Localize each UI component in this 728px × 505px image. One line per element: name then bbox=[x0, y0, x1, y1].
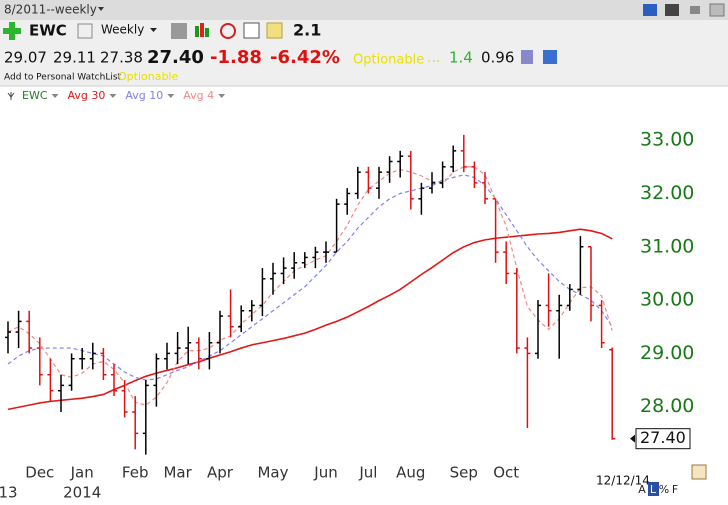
optionable: Optionable bbox=[353, 53, 424, 68]
header-panel bbox=[0, 20, 728, 86]
x-tick-label: Jun bbox=[313, 464, 337, 482]
list-icon[interactable] bbox=[77, 23, 93, 39]
legend-entry[interactable]: EWC bbox=[22, 89, 48, 102]
dropdown-arrow[interactable] bbox=[98, 7, 104, 11]
x-tick-label: Aug bbox=[396, 464, 425, 482]
x-tick-label: Jul bbox=[358, 464, 377, 482]
footer-button[interactable]: % bbox=[659, 483, 669, 496]
moving-average bbox=[7, 174, 613, 381]
quote-a: 1.4 bbox=[449, 49, 473, 67]
x-tick-label: Mar bbox=[163, 464, 192, 482]
draw-icon[interactable] bbox=[691, 464, 707, 480]
legend-arrow[interactable] bbox=[109, 94, 117, 98]
x-tick-label: May bbox=[257, 464, 288, 482]
watchlist-link[interactable]: Add to Personal WatchList bbox=[4, 73, 122, 83]
legend-arrow[interactable] bbox=[51, 94, 59, 98]
quote-low: 27.38 bbox=[100, 49, 143, 67]
y-tick-label: 29.00 bbox=[640, 342, 694, 364]
icon[interactable] bbox=[690, 6, 700, 14]
legend-arrow[interactable] bbox=[218, 94, 226, 98]
date-label: 12/12/14 bbox=[596, 474, 650, 488]
button-bg bbox=[648, 482, 659, 496]
last-price-box bbox=[635, 428, 691, 450]
window-title[interactable]: 8/2011--weekly bbox=[4, 3, 97, 17]
save-icon[interactable] bbox=[543, 50, 557, 64]
legend-icon bbox=[7, 92, 15, 100]
moving-average bbox=[7, 228, 613, 411]
symbol[interactable]: EWC bbox=[29, 22, 67, 40]
icon[interactable] bbox=[709, 3, 725, 17]
legend-entry[interactable]: Avg 10 bbox=[125, 89, 163, 102]
moving-average bbox=[7, 166, 613, 406]
quote-change: -1.88 bbox=[210, 47, 262, 68]
alarm-icon[interactable] bbox=[220, 23, 236, 39]
toolbar-value: 2.1 bbox=[293, 21, 321, 40]
quote-high: 29.11 bbox=[53, 49, 96, 67]
x-tick-label: Jan bbox=[70, 464, 94, 482]
y-tick-label: 31.00 bbox=[640, 235, 694, 257]
grid-icon[interactable] bbox=[243, 22, 260, 39]
last-price-label: 27.40 bbox=[640, 428, 686, 447]
legend-arrow[interactable] bbox=[167, 94, 175, 98]
period[interactable]: Weekly bbox=[101, 23, 144, 37]
y-tick-label: 28.00 bbox=[640, 395, 694, 417]
x-tick-label: Oct bbox=[493, 464, 519, 482]
more: ... bbox=[427, 50, 440, 66]
y-tick-label: 30.00 bbox=[640, 289, 694, 311]
y-tick-label: 32.00 bbox=[640, 182, 694, 204]
note-icon[interactable] bbox=[266, 22, 283, 39]
legend-entry[interactable]: Avg 4 bbox=[183, 89, 214, 102]
dropdown-arrow[interactable] bbox=[150, 28, 157, 32]
tool-icon[interactable] bbox=[171, 23, 187, 39]
icon[interactable] bbox=[665, 4, 679, 16]
quote-open: 29.07 bbox=[4, 49, 47, 67]
footer-button[interactable]: F bbox=[672, 483, 678, 496]
title-bar bbox=[0, 0, 728, 20]
watchlist-flag: Optionable bbox=[118, 70, 178, 83]
x-tick-label: Apr bbox=[207, 464, 234, 482]
year-label: 2014 bbox=[63, 484, 101, 502]
x-tick-label: Dec bbox=[25, 464, 54, 482]
x-tick-label: Feb bbox=[122, 464, 149, 482]
last-price-pointer bbox=[630, 434, 635, 443]
add-icon[interactable] bbox=[3, 22, 21, 40]
x-tick-label: Sep bbox=[450, 464, 478, 482]
footer-button[interactable]: A bbox=[638, 483, 646, 496]
icon[interactable] bbox=[521, 50, 533, 64]
icon[interactable] bbox=[643, 4, 657, 16]
quote-change-pct: -6.42% bbox=[270, 47, 340, 68]
legend-entry[interactable]: Avg 30 bbox=[68, 89, 106, 102]
footer-button[interactable]: L bbox=[650, 483, 657, 496]
year-label: 13 bbox=[0, 484, 18, 502]
quote-last: 27.40 bbox=[147, 47, 204, 68]
quote-b: 0.96 bbox=[481, 49, 514, 67]
y-tick-label: 33.00 bbox=[640, 129, 694, 151]
